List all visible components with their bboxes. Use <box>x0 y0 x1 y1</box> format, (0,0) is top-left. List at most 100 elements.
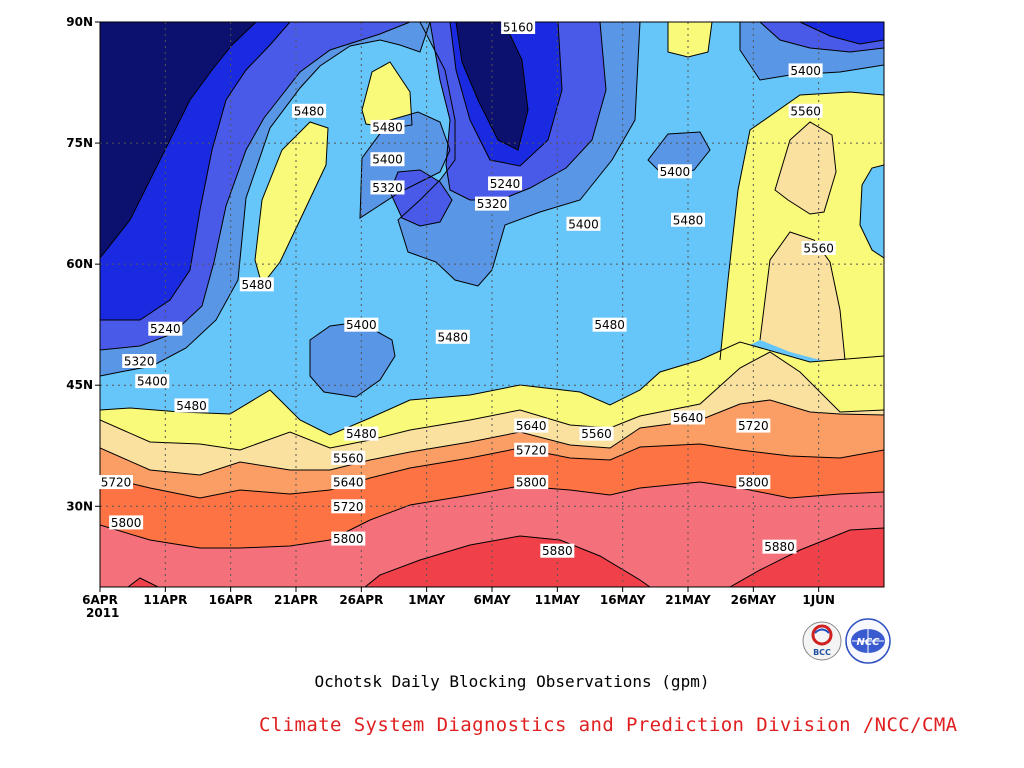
contour-label: 5400 <box>657 164 692 179</box>
contour-label: 5720 <box>331 499 366 514</box>
contour-label-text: 5400 <box>568 217 599 231</box>
contour-label-bg <box>488 176 523 191</box>
x-tick-label: 6MAY <box>473 593 510 607</box>
contour-label-text: 5240 <box>150 322 181 336</box>
y-tick-label: 45N <box>66 378 93 392</box>
contour-label-bg <box>762 539 797 554</box>
contour-label: 5880 <box>762 539 797 554</box>
contour-label-bg <box>514 442 549 457</box>
credit-line: Climate System Diagnostics and Predictio… <box>259 714 958 736</box>
contour-label: 5800 <box>331 531 366 546</box>
contour-label-text: 5400 <box>660 165 691 179</box>
x-tick-label: 11MAY <box>535 593 581 607</box>
contour-label-text: 5160 <box>503 21 534 35</box>
contour-label-bg <box>435 329 470 344</box>
contour-label: 5480 <box>239 277 274 292</box>
contour-labels: 5160 5480 5480 5400 5320 5240 5320 5400 5400 5480… <box>99 20 836 558</box>
contour-label-bg <box>239 277 274 292</box>
contour-lines <box>100 22 884 587</box>
contour-label-bg <box>514 418 549 433</box>
contour-label: 5560 <box>801 241 836 256</box>
x-tick-label: 26MAY <box>731 593 777 607</box>
contour-label-bg <box>657 164 692 179</box>
contour-label: 5880 <box>540 543 575 558</box>
contour-label: 5640 <box>671 410 705 425</box>
contour-label: 5400 <box>344 317 379 332</box>
contour-label: 5400 <box>370 152 405 167</box>
contour-label: 5320 <box>370 180 405 195</box>
contour-label: 5480 <box>292 103 327 118</box>
x-tick-label: 21APR <box>274 593 318 607</box>
bcc-logo-text: BCC <box>813 648 831 657</box>
contour-label: 5240 <box>488 176 523 191</box>
contour-label-text: 5560 <box>581 427 612 441</box>
contour-label-text: 5800 <box>516 476 547 490</box>
y-tick-label: 30N <box>66 499 93 513</box>
contour-label: 5800 <box>514 475 549 490</box>
contour-label: 5240 <box>148 321 183 336</box>
contour-label-text: 5640 <box>516 419 547 433</box>
contour-label-bg <box>788 63 823 78</box>
contour-label-bg <box>99 475 133 490</box>
x-tick-label: 6APR <box>82 593 118 607</box>
contour-label: 5800 <box>736 475 771 490</box>
contour-label-bg <box>566 216 601 231</box>
contour-label: 5480 <box>671 212 705 227</box>
contour-label-bg <box>788 103 823 118</box>
ncc-logo: NCC <box>845 618 891 664</box>
contour-label: 5480 <box>344 426 379 441</box>
contour-label: 5480 <box>174 398 209 413</box>
contour-label-bg <box>736 418 771 433</box>
contour-fill <box>100 22 884 587</box>
contour-label: 5720 <box>736 418 771 433</box>
contour-label-bg <box>579 426 614 441</box>
contour-label-text: 5560 <box>333 451 364 465</box>
contour-label: 5400 <box>788 63 823 78</box>
contour-label-text: 5560 <box>790 104 821 118</box>
contour-label-text: 5800 <box>738 476 769 490</box>
y-tick-label: 60N <box>66 257 93 271</box>
contour-label-bg <box>370 152 405 167</box>
contour-label-bg <box>671 410 705 425</box>
contour-label-text: 5320 <box>477 197 508 211</box>
contour-label-text: 5400 <box>346 318 377 332</box>
contour-label: 5720 <box>99 475 133 490</box>
contour-label: 5640 <box>514 418 549 433</box>
contour-label-bg <box>370 119 405 134</box>
grid-lines <box>100 22 884 587</box>
contour-label-bg <box>292 103 327 118</box>
contour-label-text: 5880 <box>542 544 573 558</box>
contour-label-bg <box>331 499 366 514</box>
contour-label: 5160 <box>501 20 536 35</box>
contour-label-bg <box>344 426 379 441</box>
contour-label-text: 5480 <box>346 427 377 441</box>
contour-label: 5480 <box>370 119 405 134</box>
contour-label-text: 5880 <box>764 540 795 554</box>
contour-label-text: 5720 <box>333 500 364 514</box>
contour-label-text: 5800 <box>333 532 364 546</box>
x-tick-label: 26APR <box>339 593 383 607</box>
x-tick-label: 16APR <box>209 593 253 607</box>
contour-label: 5480 <box>592 317 627 332</box>
contour-label-bg <box>344 317 379 332</box>
contour-label-bg <box>501 20 536 34</box>
contour-label-bg <box>671 212 705 227</box>
contour-label-text: 5480 <box>294 104 325 118</box>
contour-label-text: 5640 <box>673 411 704 425</box>
contour-label-text: 5480 <box>673 213 704 227</box>
contour-label-bg <box>514 475 549 490</box>
contour-label: 5400 <box>135 374 170 389</box>
contour-label-bg <box>331 475 366 490</box>
y-tick-label: 75N <box>66 136 93 150</box>
contour-label: 5560 <box>579 426 614 441</box>
x-tick-label: 21MAY <box>665 593 711 607</box>
contour-label-bg <box>109 515 144 530</box>
contour-label: 5720 <box>514 442 549 457</box>
x-tick-label: 1MAY <box>408 593 445 607</box>
contour-label-text: 5400 <box>137 375 168 389</box>
contour-label: 5400 <box>566 216 601 231</box>
contour-label-bg <box>148 321 183 336</box>
contour-label-bg <box>801 241 836 255</box>
contour-label-text: 5640 <box>333 476 364 490</box>
